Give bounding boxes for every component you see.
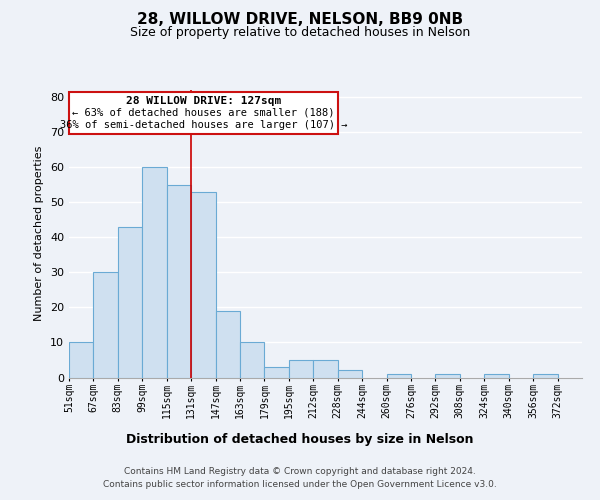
Text: 36% of semi-detached houses are larger (107) →: 36% of semi-detached houses are larger (… — [59, 120, 347, 130]
Bar — [215, 311, 240, 378]
Bar — [533, 374, 557, 378]
Bar — [436, 374, 460, 378]
Bar — [69, 342, 94, 378]
Bar — [484, 374, 509, 378]
Text: Size of property relative to detached houses in Nelson: Size of property relative to detached ho… — [130, 26, 470, 39]
Bar — [94, 272, 118, 378]
Y-axis label: Number of detached properties: Number of detached properties — [34, 146, 44, 322]
Bar — [167, 184, 191, 378]
Bar — [240, 342, 265, 378]
Text: 28, WILLOW DRIVE, NELSON, BB9 0NB: 28, WILLOW DRIVE, NELSON, BB9 0NB — [137, 12, 463, 28]
Text: 28 WILLOW DRIVE: 127sqm: 28 WILLOW DRIVE: 127sqm — [126, 96, 281, 106]
Bar — [289, 360, 313, 378]
Text: Distribution of detached houses by size in Nelson: Distribution of detached houses by size … — [126, 432, 474, 446]
Bar — [191, 192, 215, 378]
FancyBboxPatch shape — [69, 92, 338, 134]
Bar — [118, 226, 142, 378]
Bar — [386, 374, 411, 378]
Bar — [142, 167, 167, 378]
Text: Contains public sector information licensed under the Open Government Licence v3: Contains public sector information licen… — [103, 480, 497, 489]
Bar — [338, 370, 362, 378]
Bar — [265, 367, 289, 378]
Text: Contains HM Land Registry data © Crown copyright and database right 2024.: Contains HM Land Registry data © Crown c… — [124, 468, 476, 476]
Bar — [313, 360, 338, 378]
Text: ← 63% of detached houses are smaller (188): ← 63% of detached houses are smaller (18… — [72, 108, 335, 118]
